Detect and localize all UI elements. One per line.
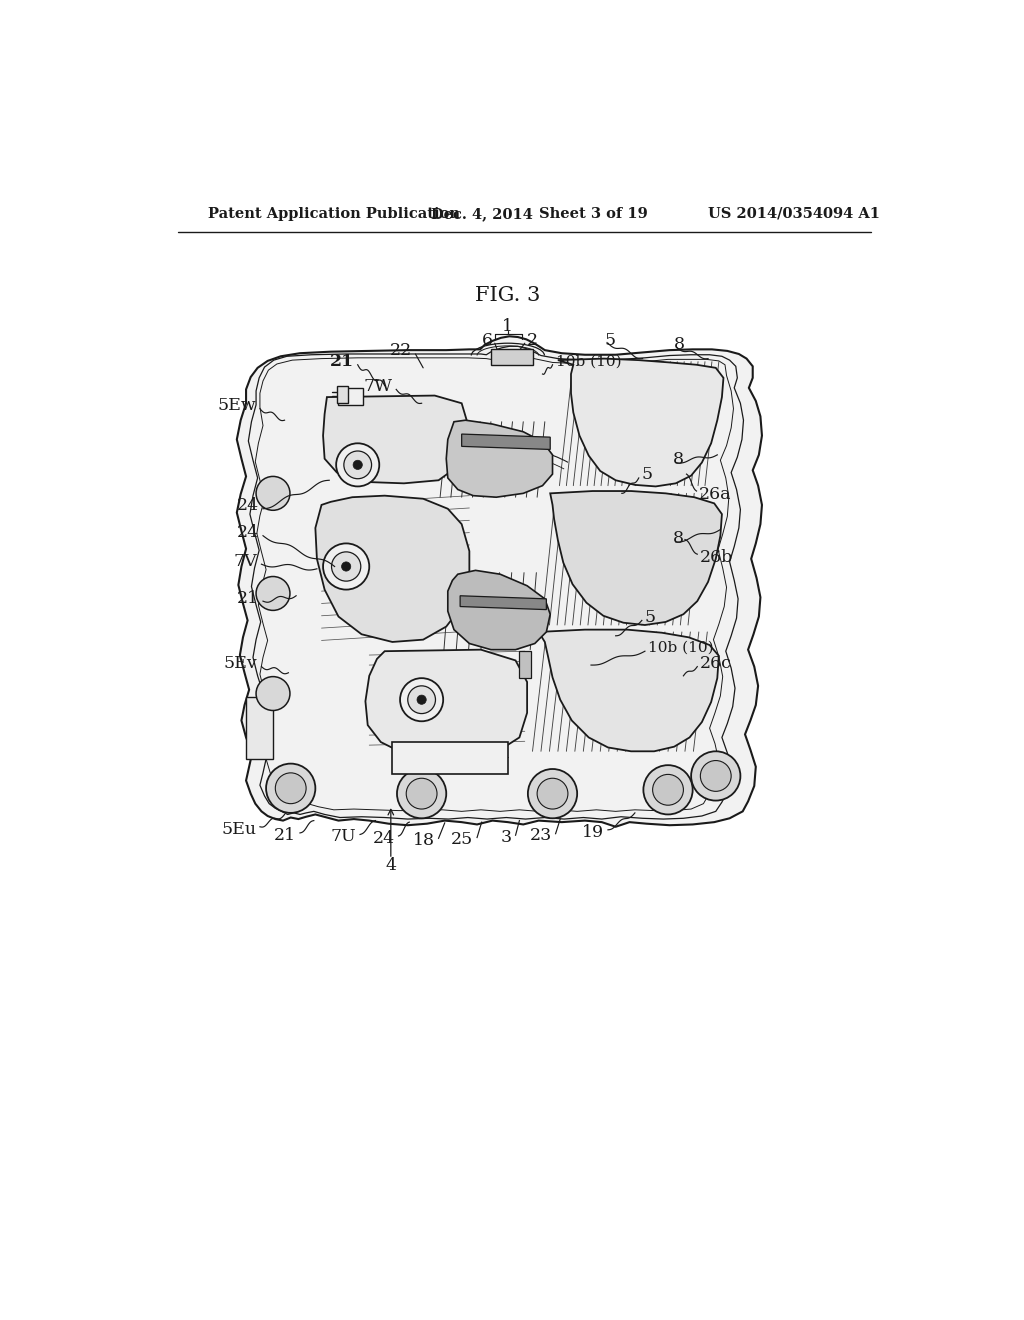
Circle shape [700, 760, 731, 792]
Polygon shape [539, 630, 719, 751]
Circle shape [400, 678, 443, 721]
Circle shape [323, 544, 370, 590]
Text: 5Ew: 5Ew [217, 397, 256, 414]
Polygon shape [237, 337, 762, 826]
Polygon shape [550, 491, 722, 626]
Text: Dec. 4, 2014: Dec. 4, 2014 [431, 207, 532, 220]
Text: 10b (10): 10b (10) [648, 642, 714, 655]
Text: 5: 5 [642, 466, 653, 483]
Polygon shape [392, 742, 508, 775]
Text: 2: 2 [527, 331, 539, 348]
Circle shape [353, 461, 362, 470]
Text: 21: 21 [330, 354, 354, 370]
Text: 8: 8 [673, 531, 684, 548]
Polygon shape [246, 697, 273, 759]
Text: 24: 24 [373, 830, 394, 847]
Text: 7U: 7U [331, 828, 356, 845]
Text: 5: 5 [604, 331, 615, 348]
Polygon shape [519, 651, 531, 678]
Polygon shape [366, 649, 527, 755]
Polygon shape [337, 385, 348, 404]
Text: 5: 5 [645, 609, 656, 626]
Circle shape [342, 562, 351, 572]
Text: 7W: 7W [364, 378, 392, 395]
Circle shape [528, 770, 578, 818]
Text: 10b (10): 10b (10) [556, 355, 622, 368]
Polygon shape [315, 496, 469, 642]
Text: 5Ev: 5Ev [224, 655, 258, 672]
Text: Sheet 3 of 19: Sheet 3 of 19 [539, 207, 647, 220]
Text: 19: 19 [582, 824, 604, 841]
Text: FIG. 3: FIG. 3 [475, 286, 541, 305]
Text: 5Eu: 5Eu [221, 821, 256, 838]
Polygon shape [447, 570, 550, 649]
Circle shape [256, 477, 290, 511]
Polygon shape [446, 420, 553, 498]
Text: Patent Application Publication: Patent Application Publication [208, 207, 460, 220]
Text: 23: 23 [529, 828, 552, 845]
Circle shape [256, 577, 290, 610]
Circle shape [336, 444, 379, 487]
Circle shape [643, 766, 692, 814]
Text: 8: 8 [674, 337, 685, 354]
Text: 24: 24 [237, 498, 259, 515]
Text: 7V: 7V [234, 553, 258, 570]
Circle shape [408, 686, 435, 714]
Circle shape [417, 696, 426, 705]
Text: 4: 4 [385, 857, 396, 874]
Text: 3: 3 [501, 829, 512, 846]
Text: 6: 6 [481, 331, 493, 348]
Text: 26c: 26c [699, 655, 731, 672]
Circle shape [332, 552, 360, 581]
Circle shape [652, 775, 683, 805]
Circle shape [266, 763, 315, 813]
Text: 25: 25 [451, 832, 473, 849]
Circle shape [397, 770, 446, 818]
Polygon shape [339, 388, 364, 405]
Text: 26a: 26a [698, 486, 731, 503]
Text: 18: 18 [413, 832, 435, 849]
Text: 21: 21 [274, 826, 296, 843]
Circle shape [256, 677, 290, 710]
Text: 1: 1 [503, 318, 513, 335]
Polygon shape [460, 595, 547, 610]
Text: 21: 21 [237, 590, 259, 607]
Text: 26b: 26b [699, 549, 733, 566]
Text: 8: 8 [673, 451, 684, 469]
Circle shape [275, 774, 306, 804]
Text: 22: 22 [389, 342, 412, 359]
Text: US 2014/0354094 A1: US 2014/0354094 A1 [708, 207, 880, 220]
Polygon shape [490, 350, 532, 364]
Circle shape [407, 779, 437, 809]
Circle shape [538, 779, 568, 809]
Polygon shape [558, 359, 724, 487]
Text: 24: 24 [237, 524, 259, 541]
Circle shape [691, 751, 740, 800]
Polygon shape [462, 434, 550, 449]
Circle shape [344, 451, 372, 479]
Polygon shape [323, 396, 468, 483]
